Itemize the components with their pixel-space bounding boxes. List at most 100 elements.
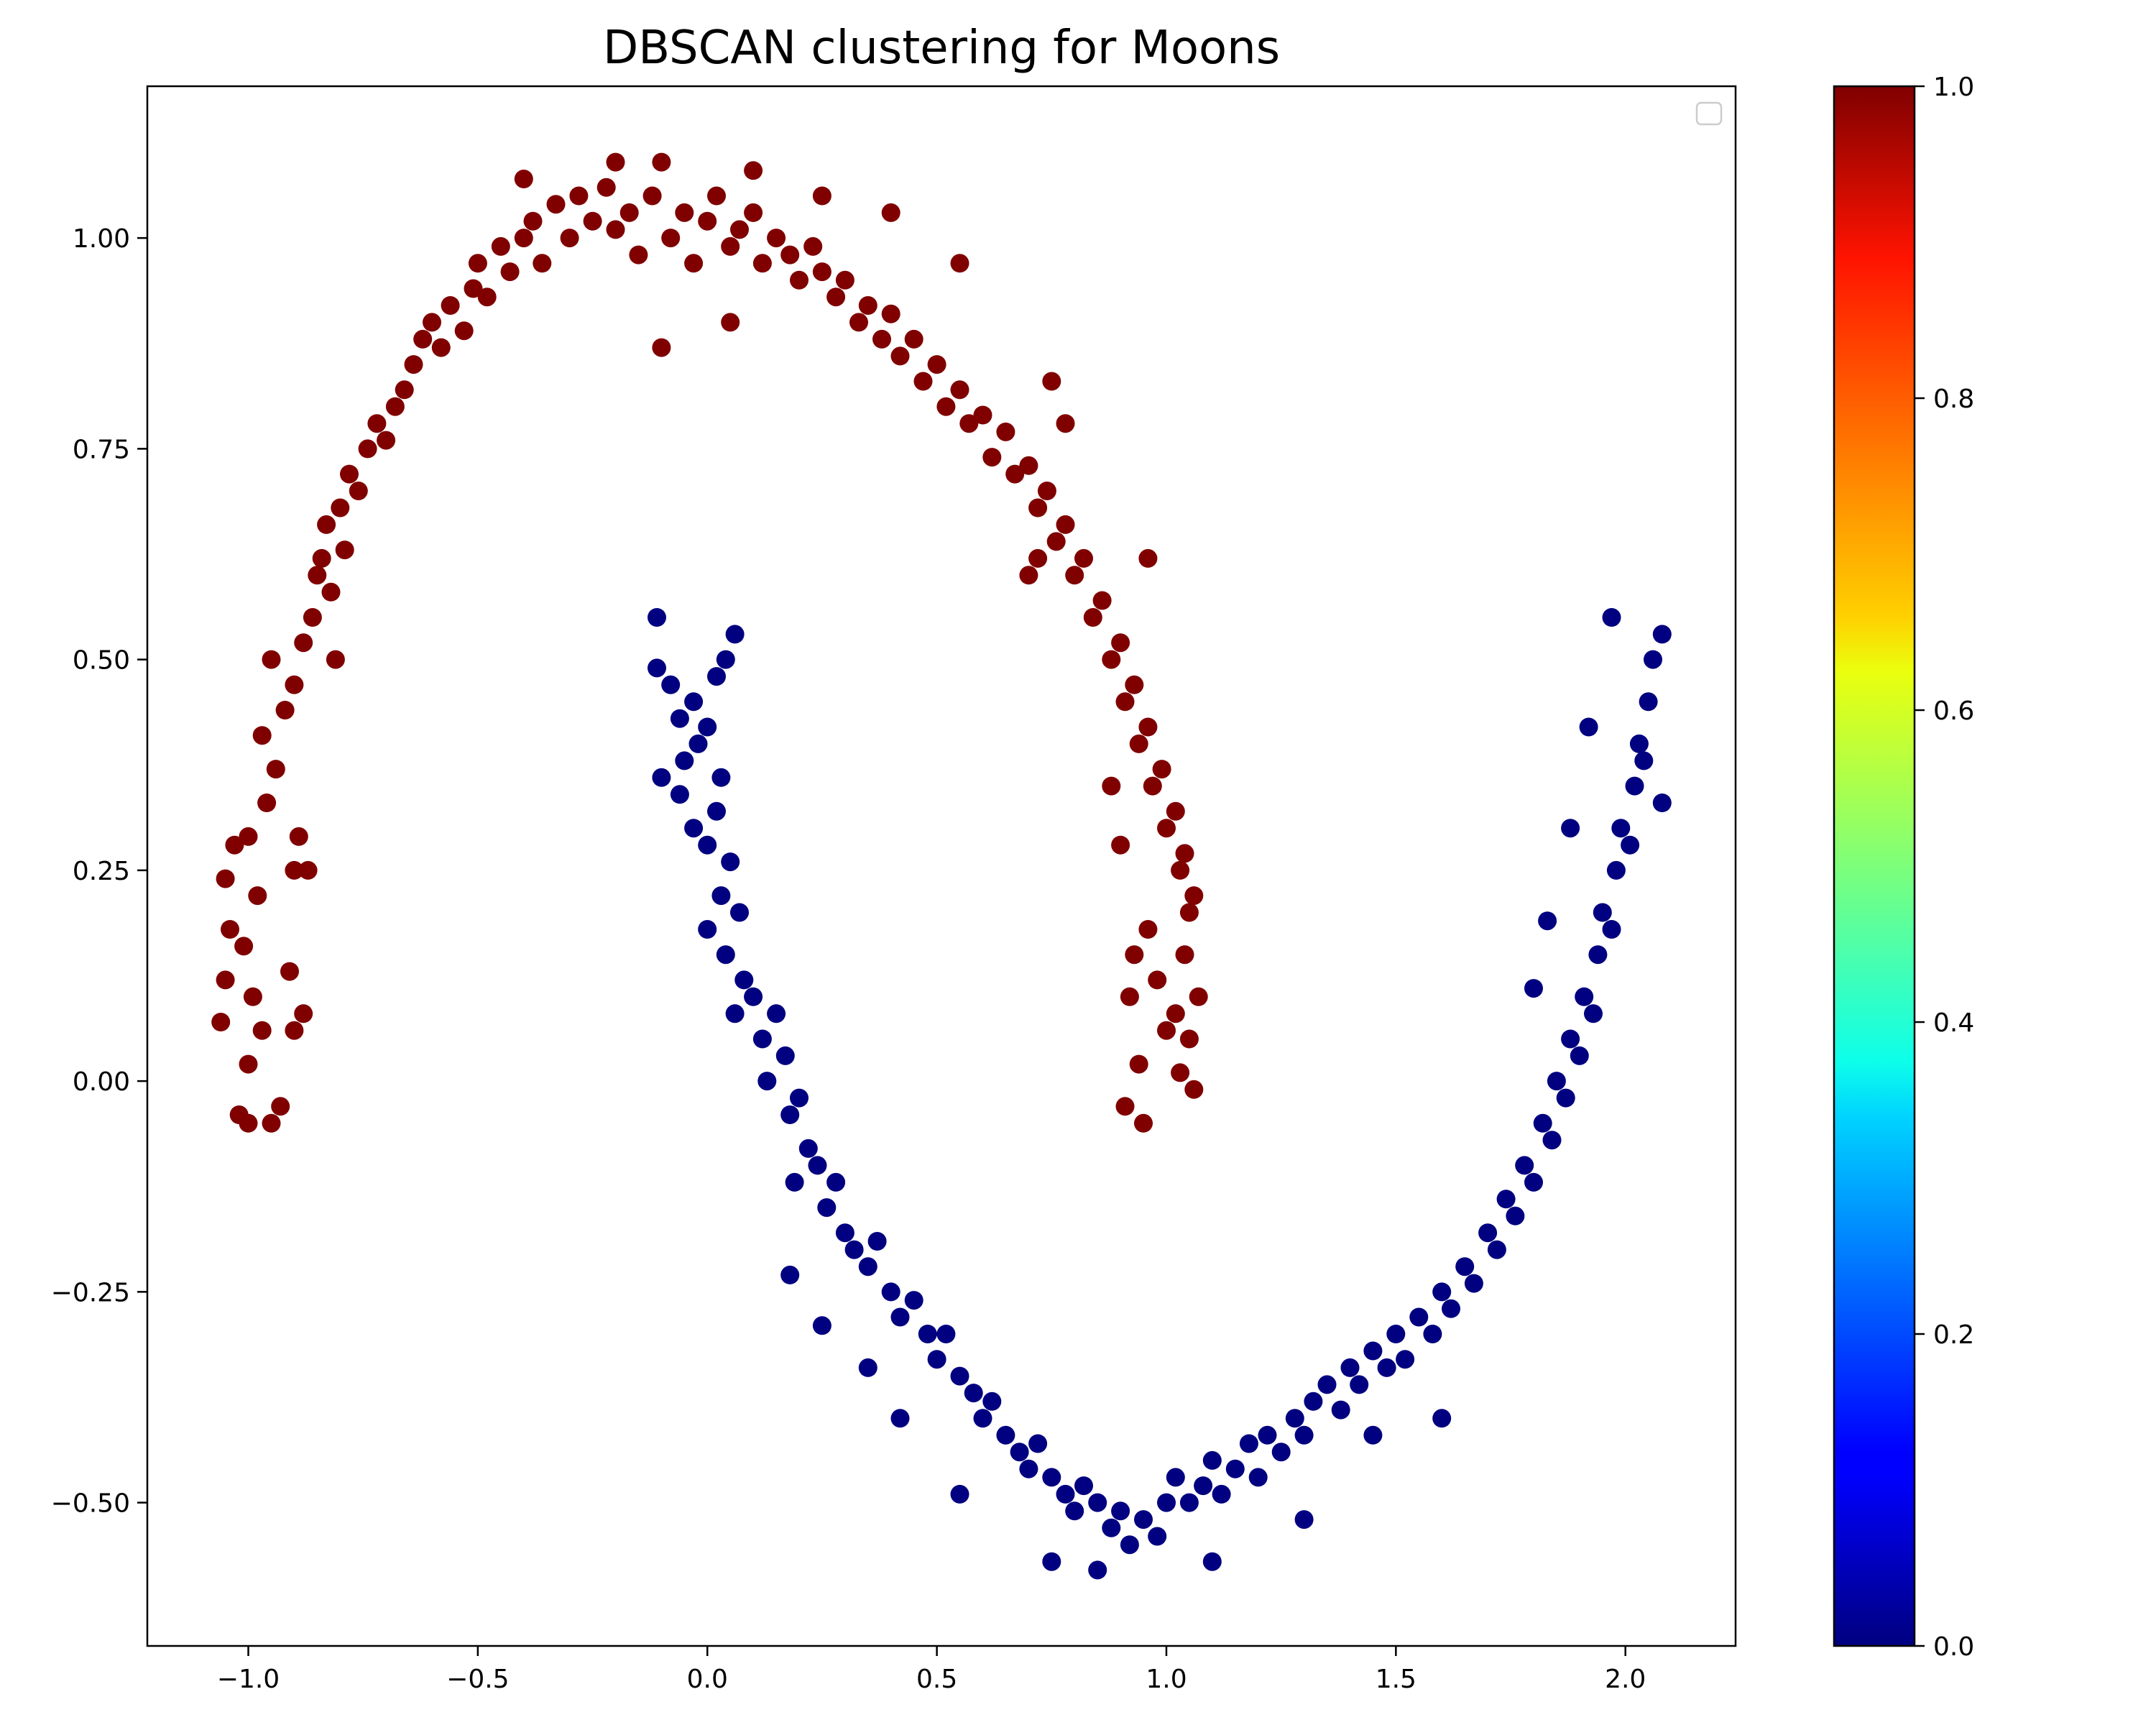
scatter-point-cluster-1 bbox=[312, 548, 331, 568]
scatter-point-cluster-0 bbox=[780, 1105, 800, 1124]
scatter-point-cluster-0 bbox=[1547, 1072, 1566, 1091]
plot-frame bbox=[146, 85, 1737, 1647]
scatter-point-cluster-1 bbox=[239, 1054, 258, 1074]
scatter-point-cluster-0 bbox=[1271, 1443, 1291, 1462]
scatter-point-cluster-1 bbox=[1056, 414, 1075, 433]
scatter-point-cluster-0 bbox=[927, 1350, 946, 1369]
scatter-point-cluster-0 bbox=[670, 785, 689, 804]
scatter-point-cluster-1 bbox=[464, 279, 483, 298]
y-tick-label: 1.00 bbox=[73, 224, 130, 254]
scatter-point-cluster-0 bbox=[1304, 1392, 1323, 1411]
scatter-point-cluster-1 bbox=[321, 582, 341, 602]
scatter-point-cluster-1 bbox=[881, 304, 900, 323]
scatter-point-cluster-0 bbox=[698, 717, 717, 737]
scatter-point-cluster-1 bbox=[1115, 1097, 1135, 1116]
scatter-point-cluster-0 bbox=[730, 903, 749, 922]
scatter-point-cluster-1 bbox=[996, 422, 1015, 441]
scatter-point-cluster-1 bbox=[454, 321, 474, 341]
scatter-point-cluster-0 bbox=[1340, 1358, 1360, 1377]
scatter-point-cluster-1 bbox=[1019, 456, 1038, 475]
scatter-point-cluster-0 bbox=[1593, 903, 1612, 922]
scatter-point-cluster-1 bbox=[619, 203, 639, 222]
scatter-point-cluster-0 bbox=[698, 835, 717, 855]
scatter-point-cluster-1 bbox=[1115, 692, 1135, 712]
scatter-point-cluster-0 bbox=[1202, 1552, 1222, 1571]
scatter-point-cluster-1 bbox=[248, 886, 267, 906]
scatter-point-cluster-1 bbox=[1171, 860, 1190, 880]
scatter-point-cluster-0 bbox=[1225, 1459, 1245, 1478]
scatter-point-cluster-1 bbox=[1028, 498, 1048, 518]
scatter-point-cluster-1 bbox=[523, 211, 543, 231]
scatter-point-cluster-1 bbox=[423, 313, 441, 332]
scatter-point-cluster-1 bbox=[1175, 844, 1194, 863]
scatter-point-cluster-0 bbox=[798, 1138, 818, 1158]
scatter-point-cluster-1 bbox=[812, 262, 831, 282]
scatter-point-cluster-0 bbox=[785, 1172, 804, 1192]
scatter-point-cluster-1 bbox=[533, 254, 552, 273]
scatter-point-cluster-1 bbox=[216, 970, 235, 990]
scatter-point-cluster-1 bbox=[298, 860, 318, 880]
scatter-point-cluster-1 bbox=[340, 464, 359, 484]
scatter-point-cluster-1 bbox=[959, 414, 979, 433]
scatter-point-cluster-0 bbox=[950, 1366, 969, 1386]
scatter-point-cluster-0 bbox=[1331, 1400, 1350, 1420]
colorbar-tick-label: 0.0 bbox=[1933, 1632, 1974, 1662]
x-tick-label: 0.5 bbox=[916, 1665, 957, 1694]
scatter-point-cluster-1 bbox=[1175, 945, 1194, 965]
scatter-point-cluster-0 bbox=[1478, 1223, 1498, 1243]
scatter-point-cluster-0 bbox=[982, 1392, 1002, 1411]
scatter-point-cluster-0 bbox=[1120, 1535, 1139, 1555]
y-axis: −0.50 −0.25 0.00 0.25 0.50 0.75 1.00 bbox=[51, 224, 147, 1519]
scatter-point-cluster-0 bbox=[1363, 1341, 1383, 1361]
scatter-point-cluster-1 bbox=[1102, 650, 1121, 669]
scatter-point-cluster-0 bbox=[1317, 1375, 1337, 1394]
scatter-point-cluster-0 bbox=[652, 768, 671, 787]
scatter-point-cluster-0 bbox=[1285, 1409, 1304, 1428]
scatter-point-cluster-1 bbox=[413, 329, 433, 349]
scatter-point-cluster-1 bbox=[1111, 633, 1130, 653]
scatter-point-cluster-0 bbox=[1042, 1552, 1061, 1571]
scatter-point-cluster-0 bbox=[881, 1282, 900, 1302]
scatter-point-cluster-0 bbox=[1102, 1518, 1121, 1537]
scatter-point-cluster-1 bbox=[225, 835, 244, 855]
scatter-point-cluster-1 bbox=[285, 675, 304, 694]
scatter-point-cluster-0 bbox=[890, 1307, 910, 1327]
scatter-point-cluster-1 bbox=[872, 329, 891, 349]
scatter-point-cluster-0 bbox=[1579, 717, 1598, 737]
scatter-point-cluster-0 bbox=[1538, 911, 1557, 931]
scatter-point-cluster-1 bbox=[1120, 987, 1139, 1006]
scatter-point-cluster-0 bbox=[661, 675, 681, 694]
scatter-point-cluster-1 bbox=[262, 1113, 281, 1133]
scatter-point-cluster-1 bbox=[441, 296, 460, 315]
scatter-point-cluster-1 bbox=[216, 869, 235, 888]
scatter-point-cluster-1 bbox=[285, 860, 304, 880]
scatter-point-cluster-1 bbox=[849, 313, 868, 332]
scatter-point-cluster-1 bbox=[239, 1113, 258, 1133]
scatter-point-cluster-0 bbox=[790, 1088, 808, 1108]
scatter-point-cluster-0 bbox=[1634, 751, 1654, 770]
scatter-point-cluster-0 bbox=[707, 667, 726, 686]
scatter-point-cluster-0 bbox=[1088, 1493, 1107, 1512]
scatter-point-cluster-1 bbox=[730, 220, 749, 239]
scatter-point-cluster-1 bbox=[950, 380, 969, 400]
scatter-point-cluster-1 bbox=[234, 937, 254, 956]
y-tick-label: 0.25 bbox=[73, 857, 130, 886]
scatter-point-cluster-1 bbox=[377, 431, 396, 450]
scatter-point-cluster-1 bbox=[1046, 532, 1066, 551]
scatter-point-cluster-0 bbox=[1350, 1375, 1369, 1394]
scatter-point-cluster-1 bbox=[1111, 835, 1130, 855]
x-tick-label: −0.5 bbox=[446, 1665, 509, 1694]
scatter-point-cluster-1 bbox=[1019, 566, 1038, 585]
scatter-point-cluster-0 bbox=[1074, 1476, 1093, 1496]
scatter-point-cluster-0 bbox=[1042, 1468, 1061, 1487]
scatter-point-cluster-0 bbox=[675, 751, 694, 770]
scatter-point-cluster-0 bbox=[1570, 1046, 1589, 1065]
y-tick-label: −0.25 bbox=[51, 1278, 130, 1307]
y-tick-label: 0.00 bbox=[73, 1067, 130, 1097]
scatter-point-cluster-0 bbox=[1065, 1501, 1084, 1521]
scatter-point-cluster-1 bbox=[514, 229, 533, 248]
scatter-point-cluster-1 bbox=[289, 827, 308, 846]
y-tick-label: 0.50 bbox=[73, 646, 130, 676]
scatter-point-cluster-0 bbox=[964, 1384, 983, 1403]
scatter-point-cluster-1 bbox=[675, 203, 694, 222]
